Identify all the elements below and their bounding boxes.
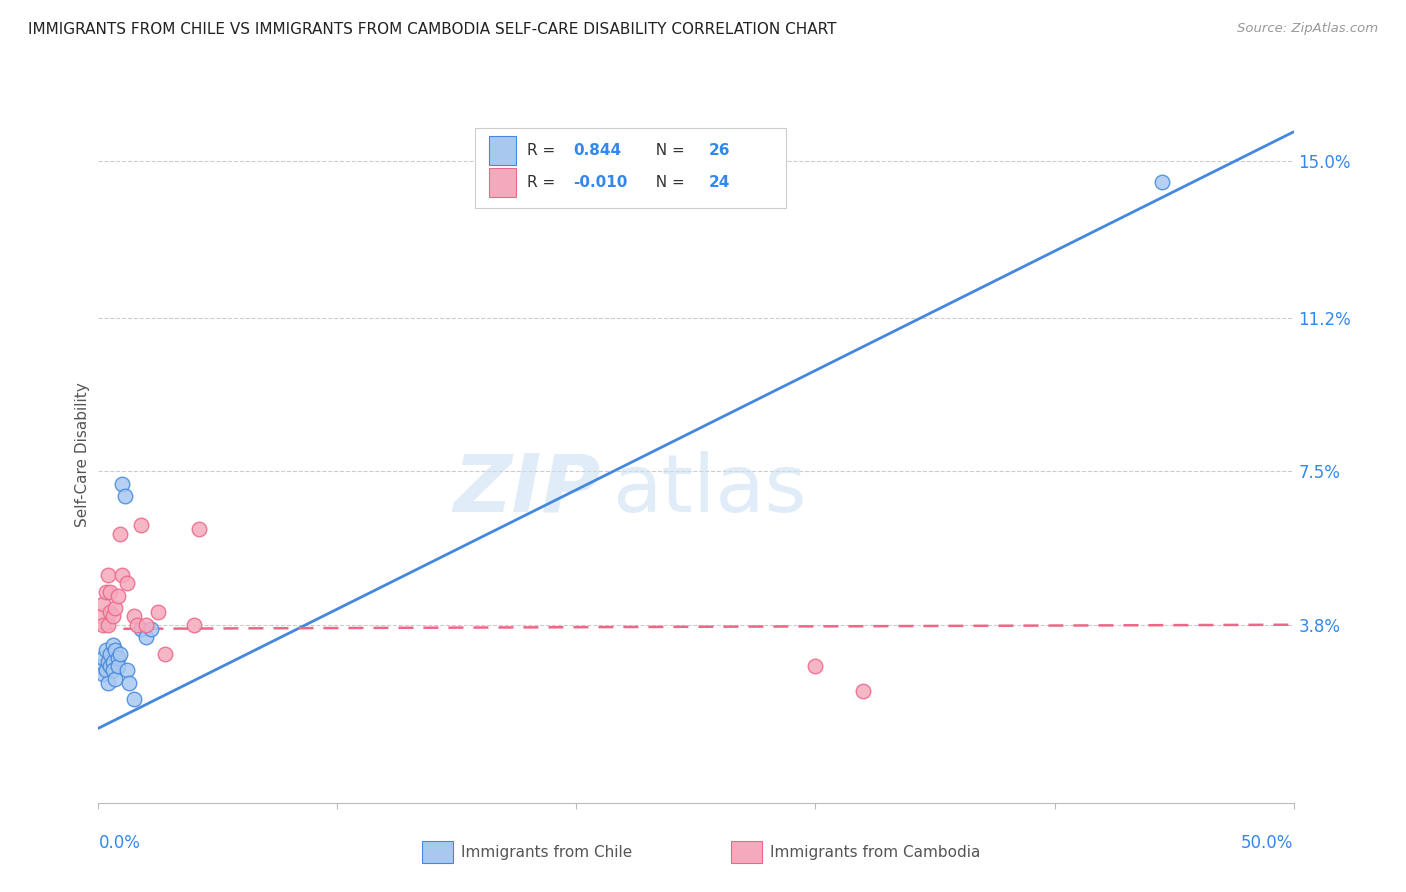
FancyBboxPatch shape xyxy=(489,169,516,197)
Text: 26: 26 xyxy=(709,143,731,158)
Point xyxy=(101,655,124,669)
Point xyxy=(90,659,112,673)
Point xyxy=(104,672,127,686)
Point xyxy=(135,617,157,632)
Point xyxy=(98,605,122,619)
Point xyxy=(98,659,122,673)
Point xyxy=(1150,175,1173,189)
Point xyxy=(107,651,129,665)
Text: R =: R = xyxy=(527,176,561,190)
Point xyxy=(108,526,131,541)
Y-axis label: Self-Care Disability: Self-Care Disability xyxy=(75,383,90,527)
Point xyxy=(97,617,120,632)
Point xyxy=(94,584,117,599)
Point xyxy=(98,584,122,599)
Point xyxy=(148,605,170,619)
Point xyxy=(101,639,124,653)
Text: ZIP: ZIP xyxy=(453,450,600,529)
Text: IMMIGRANTS FROM CHILE VS IMMIGRANTS FROM CAMBODIA SELF-CARE DISABILITY CORRELATI: IMMIGRANTS FROM CHILE VS IMMIGRANTS FROM… xyxy=(28,22,837,37)
Point xyxy=(114,489,136,503)
Text: 50.0%: 50.0% xyxy=(1241,834,1294,852)
Point xyxy=(187,523,209,537)
Text: Source: ZipAtlas.com: Source: ZipAtlas.com xyxy=(1237,22,1378,36)
Point xyxy=(91,651,114,665)
Point xyxy=(135,630,157,644)
Point xyxy=(94,663,117,677)
Point xyxy=(91,617,114,632)
Point xyxy=(104,601,127,615)
Point xyxy=(101,609,124,624)
Point xyxy=(155,647,177,661)
Text: 0.844: 0.844 xyxy=(572,143,621,158)
Point xyxy=(104,642,127,657)
Text: N =: N = xyxy=(645,143,689,158)
Point xyxy=(97,675,120,690)
Point xyxy=(183,617,205,632)
FancyBboxPatch shape xyxy=(475,128,786,208)
Point xyxy=(125,617,148,632)
Text: atlas: atlas xyxy=(613,450,807,529)
Text: R =: R = xyxy=(527,143,561,158)
Point xyxy=(108,647,131,661)
Point xyxy=(131,622,153,636)
Point xyxy=(115,576,138,591)
Text: 0.0%: 0.0% xyxy=(98,834,141,852)
Text: 24: 24 xyxy=(709,176,731,190)
Point xyxy=(91,667,114,681)
Text: Immigrants from Chile: Immigrants from Chile xyxy=(461,846,633,860)
Point xyxy=(804,659,827,673)
Point xyxy=(107,659,129,673)
Text: -0.010: -0.010 xyxy=(572,176,627,190)
Point xyxy=(118,675,141,690)
Text: N =: N = xyxy=(645,176,689,190)
Point xyxy=(97,655,120,669)
Point xyxy=(107,589,129,603)
Point xyxy=(111,568,134,582)
Point xyxy=(115,663,138,677)
Point xyxy=(131,518,153,533)
Point xyxy=(101,663,124,677)
Point xyxy=(94,642,117,657)
Point xyxy=(91,597,114,611)
Point xyxy=(90,609,112,624)
Point xyxy=(124,609,146,624)
Point xyxy=(97,568,120,582)
Point xyxy=(98,647,122,661)
Point xyxy=(139,622,162,636)
Point xyxy=(852,684,875,698)
Point xyxy=(124,692,146,706)
Text: Immigrants from Cambodia: Immigrants from Cambodia xyxy=(770,846,981,860)
FancyBboxPatch shape xyxy=(489,136,516,165)
Point xyxy=(111,477,134,491)
